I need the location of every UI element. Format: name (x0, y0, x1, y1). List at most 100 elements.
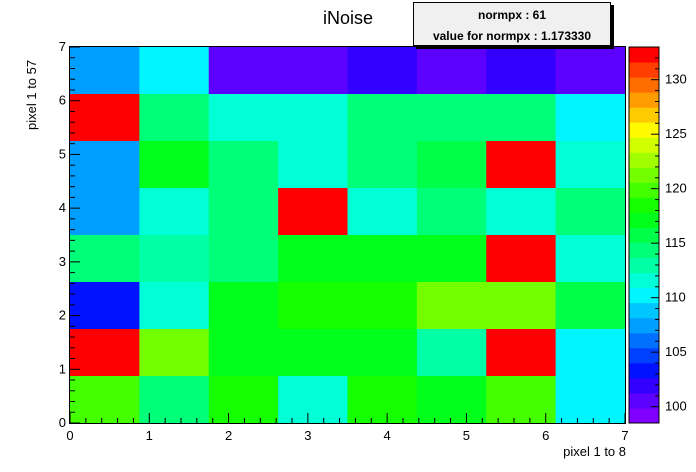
color-scale-swatch (629, 317, 659, 334)
heatmap-cell (486, 235, 557, 283)
color-scale-swatch (629, 47, 659, 63)
heatmap-cell (208, 282, 279, 330)
color-scale-swatch (629, 92, 659, 108)
color-scale-label: 100 (665, 399, 687, 414)
heatmap-cell (278, 188, 349, 236)
heatmap-cell (208, 235, 279, 283)
y-tick-label: 3 (59, 254, 66, 269)
color-scale-swatch (629, 362, 659, 379)
heatmap-cell (416, 47, 487, 95)
color-scale-swatch (629, 167, 659, 183)
heatmap-cell (208, 141, 279, 189)
heatmap-cell (416, 282, 487, 330)
heatmap-cell (416, 188, 487, 236)
heatmap-cell (486, 188, 557, 236)
color-scale-swatch (629, 122, 659, 138)
heatmap-cell (555, 141, 626, 189)
heatmap-cell (416, 376, 487, 424)
stats-box: normpx : 61 value for normpx : 1.173330 (413, 2, 611, 46)
color-scale-swatch (629, 107, 659, 123)
heatmap-cell (555, 282, 626, 330)
heatmap-cell (139, 235, 210, 283)
x-tick-label: 3 (304, 428, 311, 443)
heatmap-cell (416, 94, 487, 142)
color-scale-swatch (629, 62, 659, 78)
color-scale-label: 115 (665, 235, 686, 250)
heatmap-cell (416, 329, 487, 377)
y-tick-label: 7 (59, 39, 66, 54)
heatmap-cell (208, 376, 279, 424)
y-tick-label: 4 (59, 200, 66, 215)
color-scale-swatch (629, 377, 659, 394)
heatmap-cell (347, 47, 418, 95)
heatmap-cell (139, 329, 210, 377)
heatmap-cell (486, 94, 557, 142)
plot-frame (69, 46, 626, 424)
color-scale-swatch (629, 332, 659, 349)
color-scale-swatch (629, 227, 659, 244)
heatmap-cell (347, 282, 418, 330)
heatmap-cell (347, 94, 418, 142)
heatmap-cell (278, 94, 349, 142)
heatmap-cell (555, 94, 626, 142)
heatmap-cell (70, 47, 140, 95)
heatmap-cell (70, 282, 140, 330)
heatmap-cell (139, 141, 210, 189)
heatmap-cell (139, 188, 210, 236)
heatmap-cell (139, 47, 210, 95)
heatmap-cell (70, 376, 140, 424)
heatmap-cell (555, 188, 626, 236)
color-scale-label: 105 (665, 344, 687, 359)
color-scale-swatch (629, 242, 659, 259)
y-tick-label: 0 (59, 415, 66, 430)
heatmap-cell (555, 329, 626, 377)
heatmap-cell (70, 329, 140, 377)
y-tick-label: 2 (59, 308, 66, 323)
color-scale-swatch (629, 137, 659, 153)
heatmap-cell (208, 188, 279, 236)
heatmap-cell (139, 376, 210, 424)
color-scale-swatch (629, 272, 659, 289)
heatmap-cell (555, 376, 626, 424)
y-tick-label: 6 (59, 93, 66, 108)
color-scale-label: 120 (665, 181, 687, 196)
color-scale-swatch (629, 197, 659, 213)
color-scale-swatch (629, 182, 659, 198)
stats-label: normpx : 61 (477, 8, 546, 22)
heatmap-cell (416, 141, 487, 189)
chart-title: iNoise (323, 8, 373, 28)
heatmap-cell (70, 235, 140, 283)
heatmap-cell (555, 47, 626, 95)
y-tick-label: 5 (59, 146, 66, 161)
color-scale: 100 105 110 115 120 125 130 (628, 46, 687, 424)
y-axis: 0 1 2 3 4 5 6 7 (59, 39, 80, 430)
y-tick-label: 1 (59, 361, 66, 376)
x-tick-label: 5 (463, 428, 470, 443)
stats-value: value for normpx : 1.173330 (432, 29, 592, 43)
heatmap-cell (347, 141, 418, 189)
heatmap-cell (347, 376, 418, 424)
heatmap-cell (70, 94, 140, 142)
heatmap-cell (486, 141, 557, 189)
color-scale-swatch (629, 302, 659, 319)
x-tick-label: 0 (66, 428, 73, 443)
color-scale-frame (628, 46, 660, 424)
color-scale-swatch (629, 392, 659, 409)
x-tick-label: 4 (384, 428, 391, 443)
heatmap-cell (278, 376, 349, 424)
heatmap-cell (70, 188, 140, 236)
heatmap-cell (278, 329, 349, 377)
color-scale-swatch (629, 152, 659, 168)
color-scale-swatch (629, 212, 659, 228)
color-scale-label: 130 (665, 72, 687, 87)
heatmap-cell (278, 235, 349, 283)
color-scale-swatch (629, 77, 659, 93)
x-tick-label: 6 (542, 428, 549, 443)
heatmap-cell (486, 329, 557, 377)
color-scale-label: 110 (665, 290, 686, 305)
heatmap-cell (278, 141, 349, 189)
heatmap-cell (347, 235, 418, 283)
color-scale-swatch (629, 257, 659, 274)
heatmap-cell (486, 376, 557, 424)
